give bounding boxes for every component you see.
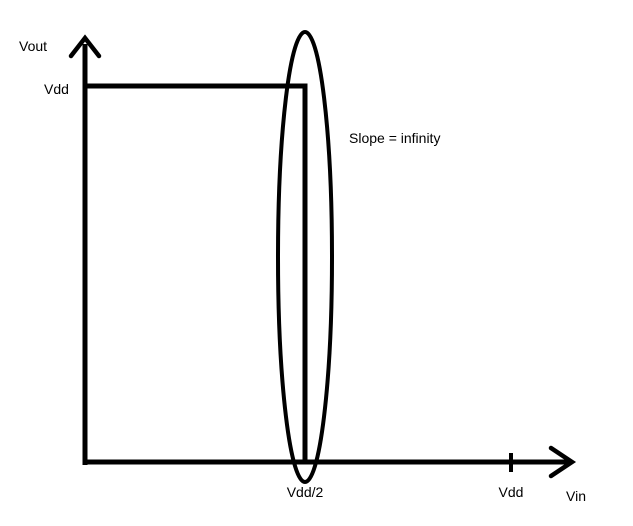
y-axis-vdd-label: Vdd [44,81,69,97]
x-axis-half-vdd-label: Vdd/2 [287,484,324,500]
x-axis-vdd-label: Vdd [499,484,524,500]
x-axis-arrowhead [548,445,577,479]
transition-highlight-ellipse [276,30,334,484]
slope-annotation: Slope = infinity [349,130,440,146]
transfer-curve [85,83,308,462]
x-axis-label: Vin [566,488,586,504]
y-axis-label: Vout [19,38,47,54]
y-axis-arrowhead [68,34,102,59]
